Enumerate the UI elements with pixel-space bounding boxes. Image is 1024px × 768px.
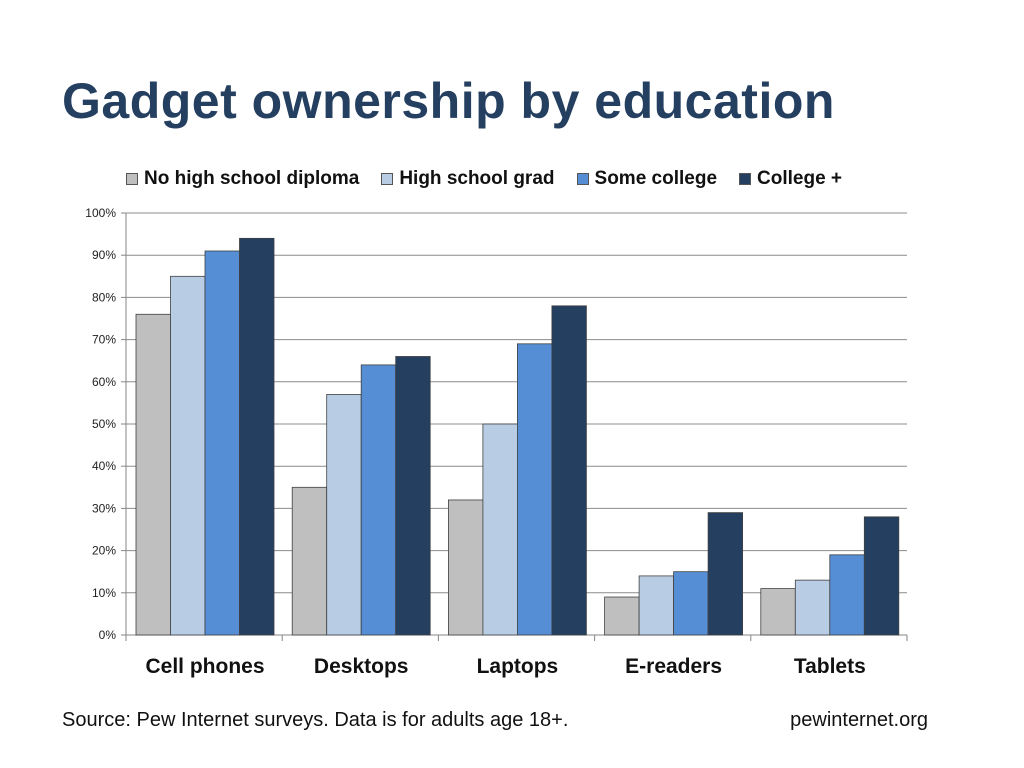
legend-item-hs-grad: High school grad [381, 168, 555, 190]
y-tick-label: 90% [92, 248, 116, 262]
y-tick-label: 10% [92, 586, 116, 600]
x-category-label: E-readers [625, 655, 722, 678]
y-tick-label: 60% [92, 375, 116, 389]
y-tick-label: 0% [99, 628, 117, 642]
x-category-label: Tablets [794, 655, 866, 678]
y-tick-label: 80% [92, 290, 116, 304]
legend-swatch-some-college [576, 173, 589, 185]
x-category-label: Cell phones [145, 655, 264, 678]
y-tick-label: 40% [92, 459, 116, 473]
legend-label-college-plus: College + [757, 168, 843, 189]
bar [760, 588, 796, 636]
bar [829, 554, 865, 636]
bar [447, 499, 484, 636]
x-category-label: Desktops [314, 655, 409, 678]
website-link: pewinternet.org [790, 709, 928, 731]
bar [395, 356, 431, 636]
bar [170, 275, 206, 636]
legend-label-some-college: Some college [594, 168, 718, 189]
legend-item-no-hs: No high school diploma [126, 168, 359, 190]
bar [638, 575, 674, 636]
bar [135, 313, 171, 636]
bar [794, 579, 831, 636]
bar [482, 423, 518, 636]
y-tick-label: 50% [92, 417, 116, 431]
legend-label-hs-grad: High school grad [399, 168, 555, 189]
legend-label-no-hs: No high school diploma [144, 168, 360, 189]
bar [517, 343, 553, 636]
bar [291, 486, 328, 636]
bar [204, 250, 240, 636]
bar [863, 516, 900, 636]
chart-legend: No high school diploma High school grad … [126, 168, 864, 190]
source-note: Source: Pew Internet surveys. Data is fo… [62, 709, 569, 731]
legend-swatch-no-hs [126, 173, 138, 185]
bar [326, 394, 362, 636]
y-tick-label: 20% [92, 544, 116, 558]
bar [673, 571, 709, 636]
bar [239, 237, 275, 636]
legend-swatch-hs-grad [381, 173, 394, 185]
bar [360, 364, 397, 636]
y-tick-label: 100% [85, 206, 116, 220]
x-category-label: Laptops [477, 655, 559, 678]
legend-item-some-college: Some college [576, 168, 718, 190]
legend-item-college-plus: College + [739, 168, 842, 190]
legend-swatch-college-plus [739, 173, 752, 185]
y-tick-label: 70% [92, 333, 116, 347]
bar [707, 512, 743, 636]
bar [551, 305, 587, 636]
bar [604, 596, 640, 636]
slide-title: Gadget ownership by education [62, 73, 835, 129]
y-tick-label: 30% [92, 501, 116, 515]
